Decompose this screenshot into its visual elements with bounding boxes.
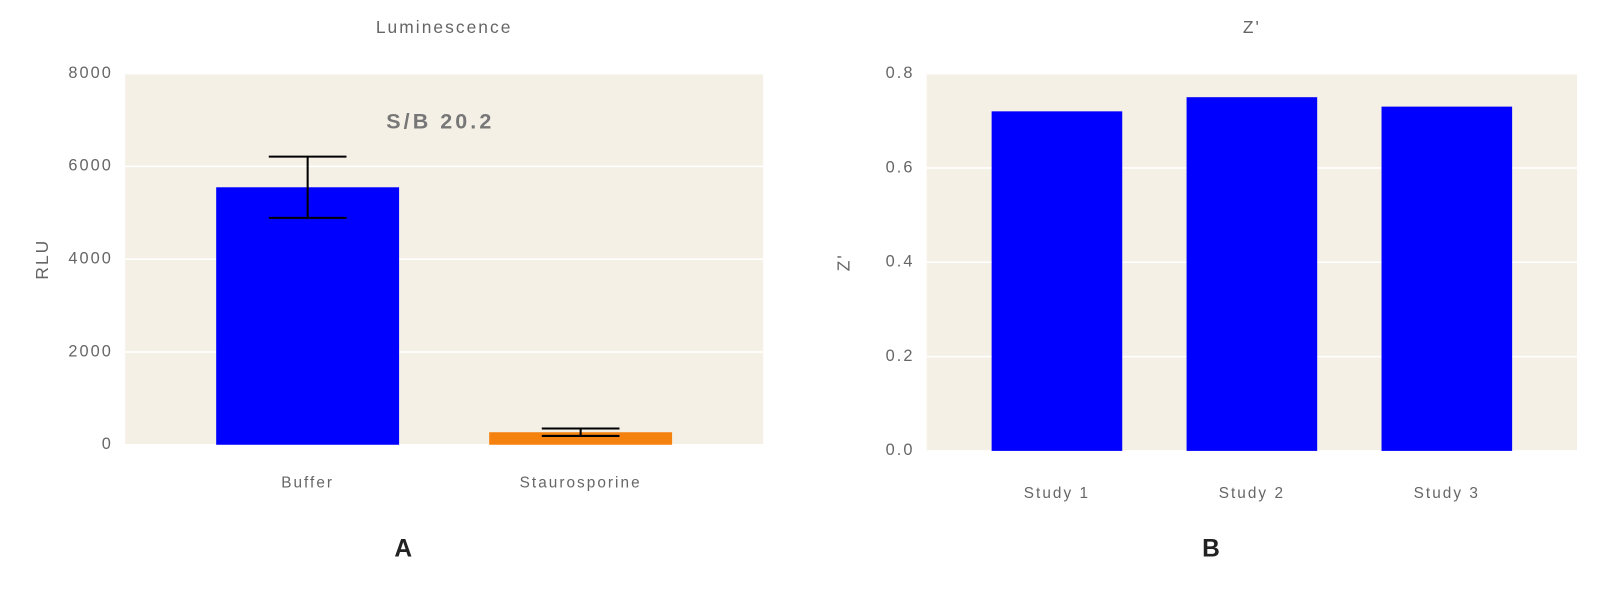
y-tick-label: 2000 [68, 342, 113, 360]
y-axis-label: Z' [834, 253, 854, 271]
panel-label: B [1202, 536, 1220, 563]
y-tick-label: 4000 [68, 250, 113, 268]
bar [489, 432, 673, 445]
x-tick-label: Study 1 [1024, 485, 1090, 502]
chart-title: Z' [1243, 17, 1261, 37]
panel-label: A [394, 536, 412, 563]
y-tick-label: 0.6 [886, 158, 915, 176]
error-bar [268, 155, 347, 219]
y-tick-label: 0.4 [886, 253, 915, 271]
chart-title: Luminescence [376, 17, 513, 37]
y-tick-label: 0.8 [886, 64, 915, 82]
x-tick-label: Study 3 [1414, 485, 1480, 502]
y-tick-label: 0 [102, 435, 113, 453]
y-tick-label: 0.0 [886, 441, 915, 459]
error-bar [541, 427, 620, 437]
x-tick-label: Study 2 [1219, 485, 1285, 502]
bar [1186, 97, 1318, 451]
y-axis-label: RLU [32, 239, 52, 280]
y-tick-label: 0.2 [886, 347, 915, 365]
x-tick-label: Staurosporine [520, 475, 642, 492]
annotation: S/B 20.2 [386, 109, 494, 133]
y-tick-label: 6000 [68, 157, 113, 175]
bar [216, 187, 400, 445]
bar [991, 111, 1123, 451]
y-tick-label: 8000 [68, 64, 113, 82]
bar [1381, 106, 1513, 451]
x-tick-label: Buffer [281, 475, 334, 492]
